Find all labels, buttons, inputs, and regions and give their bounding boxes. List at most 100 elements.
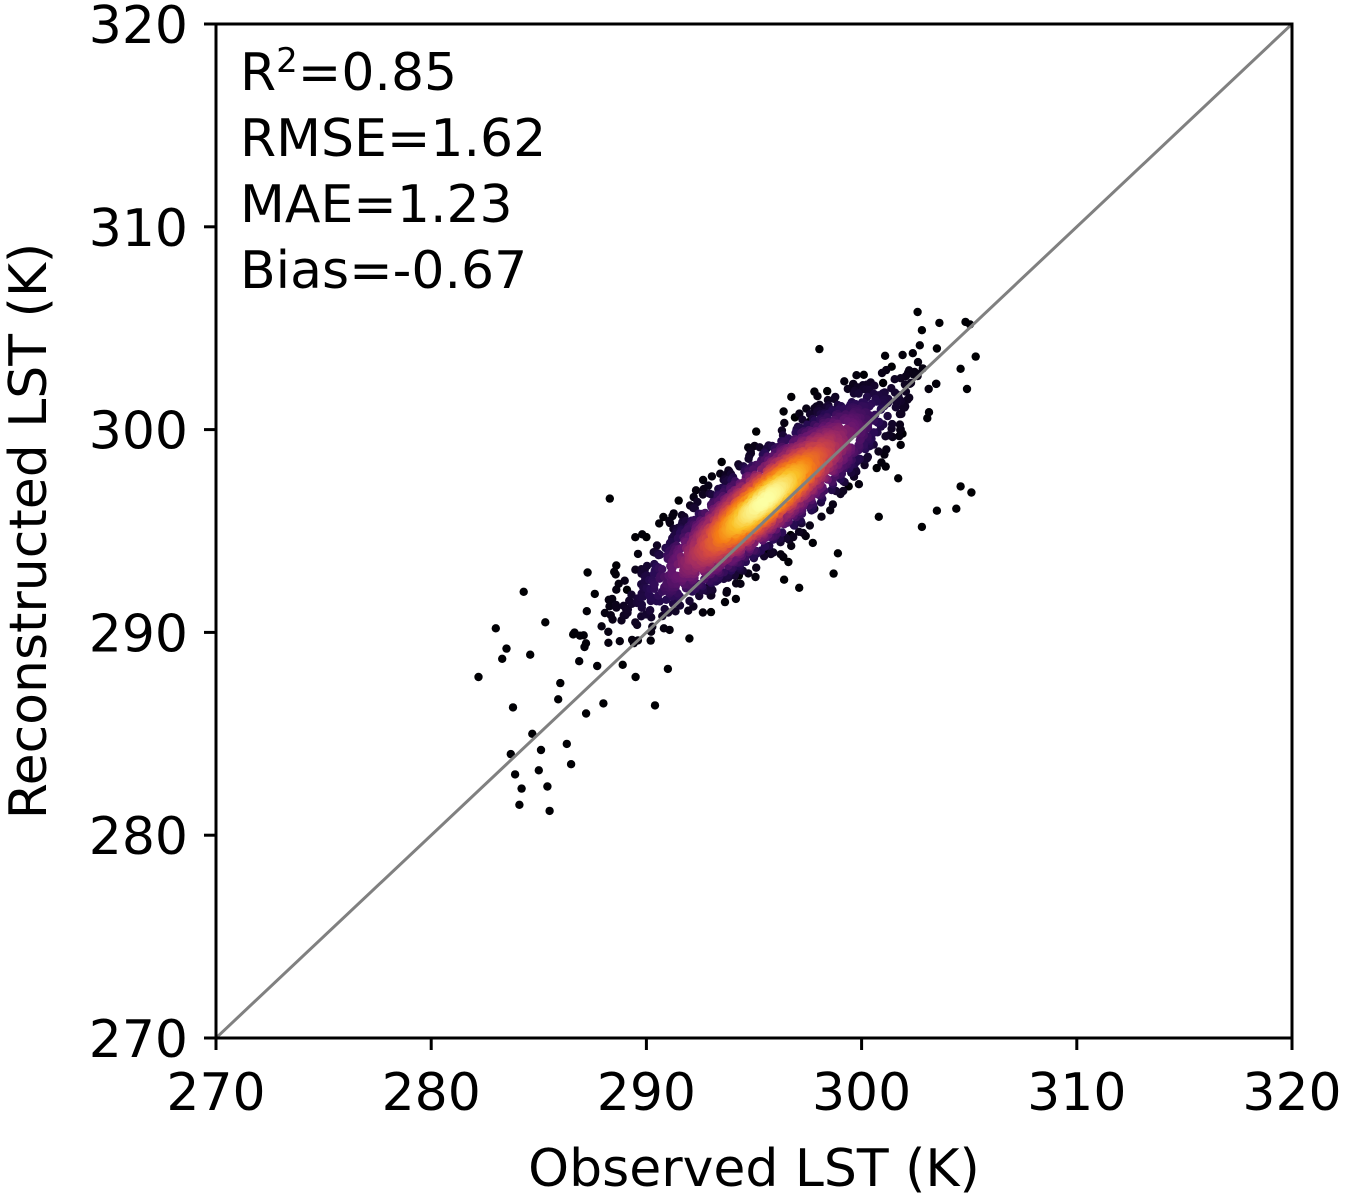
scatter-point [605,494,614,503]
scatter-point [805,521,814,530]
scatter-point [502,644,511,653]
scatter-point [872,463,881,473]
scatter-point [698,475,708,485]
x-tick-label: 320 [1242,1063,1341,1123]
scatter-point [787,392,796,402]
scatter-point [828,500,838,509]
scatter-point [663,664,673,674]
scatter-point [566,760,576,769]
scatter-point [543,782,552,791]
scatter-point [704,481,713,490]
scatter-point [829,569,838,578]
scatter-point [631,565,640,574]
scatter-point [917,522,927,532]
scatter-point [650,701,660,710]
y-tick-label: 310 [89,199,188,259]
scatter-point [759,497,768,506]
stats-box: R2=0.85 RMSE=1.62 MAE=1.23 Bias=-0.67 [240,41,546,301]
scatter-point [752,427,761,436]
scatter-point [554,695,563,704]
scatter-point [779,575,789,584]
scatter-point [647,593,657,602]
scatter-point [536,745,546,755]
scatter-point [833,549,843,558]
x-tick-label: 280 [382,1063,481,1123]
scatter-point [474,672,483,682]
scatter-point [633,549,643,559]
scatter-point [698,608,708,617]
one-to-one-line [216,24,1292,1038]
scatter-point [642,561,652,571]
scatter-point [658,565,667,574]
scatter-point [961,317,970,327]
scatter-point [794,527,804,536]
scatter-point [896,440,905,450]
plot-frame [214,22,1294,1040]
scatter-point [685,596,694,606]
y-tick-label: 320 [89,0,188,56]
y-tick-label: 280 [89,807,188,867]
scatter-point [534,766,543,775]
scatter-point [899,403,908,412]
scatter-point [880,351,890,360]
scatter-point [808,538,817,548]
scatter-point [581,709,591,718]
scatter-point [717,457,726,467]
y-axis-title: Reconstructed LST (K) [0,243,59,819]
scatter-point [581,639,591,648]
scatter-point [583,568,592,577]
scatter-point [685,634,694,643]
y-tick-label: 300 [89,402,188,462]
scatter-point [962,384,972,394]
scatter-point [631,672,640,682]
scatter-point [843,384,852,394]
scatter-point [956,482,965,491]
scatter-point [931,379,941,389]
scatter-point [895,420,905,429]
x-tick-label: 310 [1027,1063,1126,1123]
scatter-point [722,586,732,596]
scatter-point [779,407,788,416]
scatter-point [491,624,500,633]
scatter-point [510,770,520,779]
scatter-point [894,474,903,483]
scatter-point [659,512,668,522]
scatter-point [637,600,647,609]
mae-stat: MAE=1.23 [240,175,513,235]
x-tick-label: 300 [812,1063,911,1123]
scatter-points [474,307,980,816]
scatter-point [611,570,620,579]
scatter-point [924,408,934,417]
scatter-point [674,496,683,505]
scatter-point [691,486,701,495]
scatter-point [599,699,608,708]
scatter-point [612,585,621,594]
x-axis: 270 280 290 300 310 320 [166,1038,1342,1123]
x-axis-title: Observed LST (K) [528,1139,980,1199]
scatter-point [655,519,664,528]
scatter-point [895,431,904,441]
scatter-point [638,530,647,539]
scatter-point [883,411,892,421]
scatter-point [932,506,942,515]
y-axis: 270 280 290 300 310 320 [89,0,216,1070]
scatter-point [744,454,753,463]
scatter-point [612,561,621,570]
bias-stat: Bias=-0.67 [240,241,527,301]
scatter-point [776,550,785,559]
scatter-point [519,587,528,596]
scatter-point [882,445,891,454]
scatter-point [646,636,655,645]
scatter-point [562,739,571,749]
scatter-point [498,654,507,663]
scatter-point [881,432,890,441]
scatter-point [817,512,826,521]
scatter-point [556,678,565,688]
scatter-point [545,806,554,816]
scatter-point [515,800,524,809]
scatter-point [618,660,627,669]
scatter-point [932,344,942,353]
scatter-point [731,594,741,604]
rmse-stat: RMSE=1.62 [240,109,546,169]
